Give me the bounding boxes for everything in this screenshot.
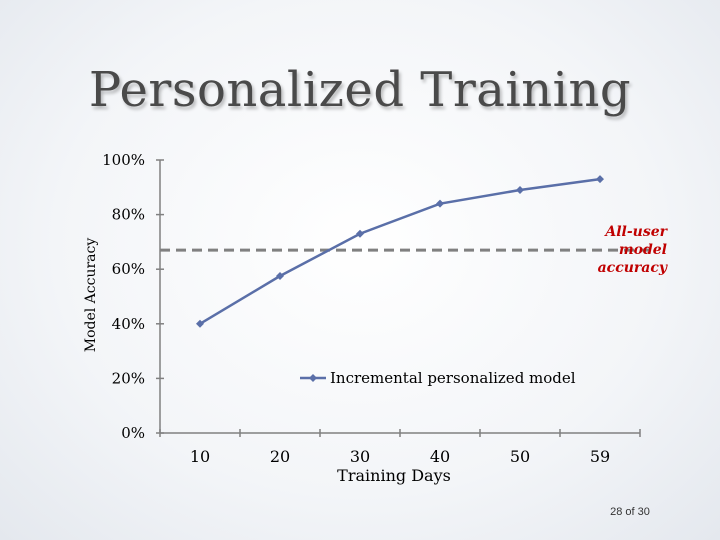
data-point (276, 272, 284, 281)
y-tick-label: 20% (112, 369, 145, 387)
y-axis: 0% 20% 40% 60% 80% 100% (102, 151, 164, 442)
legend: Incremental personalized model (300, 369, 576, 387)
y-tick-label: 80% (112, 206, 145, 224)
series-line (199, 177, 601, 325)
y-tick-label: 100% (102, 151, 145, 169)
x-tick-label: 10 (190, 447, 210, 466)
x-tick-label: 20 (270, 447, 290, 466)
data-point (596, 175, 604, 184)
reference-line-annotation: All-user model accuracy (598, 224, 669, 276)
x-tick-label: 50 (510, 447, 530, 466)
data-point (516, 186, 524, 195)
annotation-line: model (619, 242, 667, 258)
x-axis-title: Training Days (337, 466, 451, 485)
x-axis: 10 20 30 40 50 59 (159, 429, 641, 466)
data-point (356, 229, 364, 238)
series-group (196, 175, 604, 328)
x-tick-label: 30 (350, 447, 370, 466)
y-tick-label: 60% (112, 260, 145, 278)
annotation-line: accuracy (598, 260, 668, 276)
annotation-line: All-user (603, 224, 668, 240)
legend-swatch-marker (309, 374, 317, 382)
legend-label: Incremental personalized model (330, 369, 576, 387)
y-axis-title: Model Accuracy (83, 238, 99, 353)
slide-title: Personalized Training (88, 62, 632, 118)
data-point (436, 199, 444, 208)
page-number: 28 of 30 (610, 506, 650, 518)
data-point (196, 319, 204, 328)
y-tick-label: 0% (121, 424, 145, 442)
y-tick-label: 40% (112, 315, 145, 333)
x-tick-label: 59 (590, 447, 610, 466)
x-tick-label: 40 (430, 447, 450, 466)
